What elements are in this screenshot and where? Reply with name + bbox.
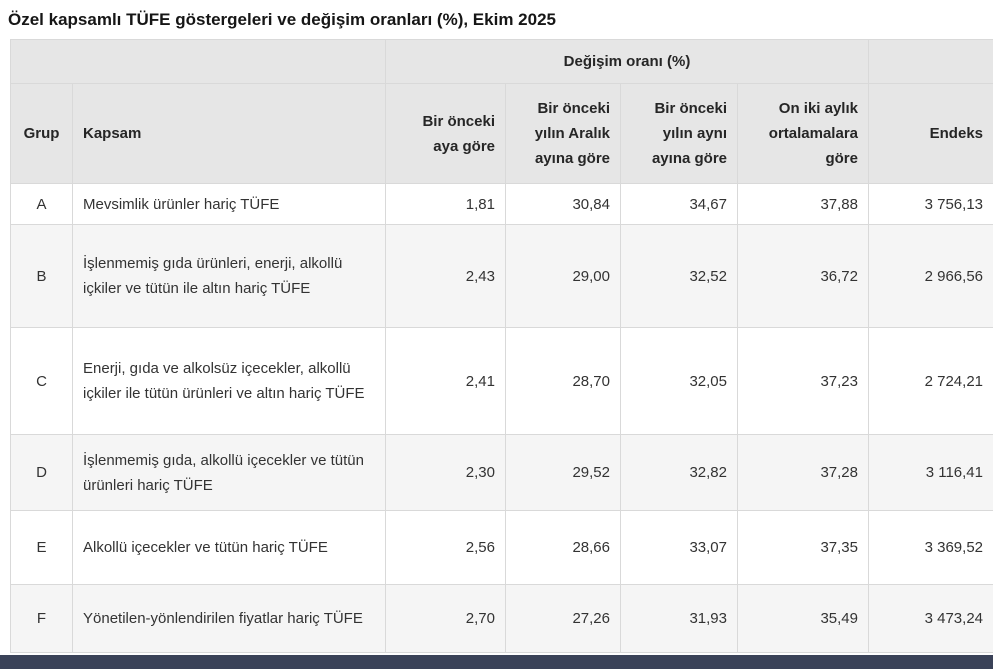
table-row-e: E Alkollü içecekler ve tütün hariç TÜFE … xyxy=(10,510,993,585)
value-cell-since-december: 28,66 xyxy=(505,510,621,585)
value-cell-same-month-prev-year: 32,52 xyxy=(620,224,738,328)
value-cell-endeks: 3 369,52 xyxy=(868,510,993,585)
table-row-f: F Yönetilen-yönlendirilen fiyatlar hariç… xyxy=(10,584,993,653)
value-cell-twelve-month-avg: 37,35 xyxy=(737,510,869,585)
value-cell-prev-month: 2,56 xyxy=(385,510,506,585)
value-cell-same-month-prev-year: 33,07 xyxy=(620,510,738,585)
value-cell-prev-month: 2,43 xyxy=(385,224,506,328)
group-header-empty-left xyxy=(10,39,386,84)
value-cell-twelve-month-avg: 37,88 xyxy=(737,183,869,225)
table-row-c: C Enerji, gıda ve alkolsüz içecekler, al… xyxy=(10,327,993,435)
grup-cell: E xyxy=(10,510,73,585)
value-cell-prev-month: 2,41 xyxy=(385,327,506,435)
value-cell-twelve-month-avg: 36,72 xyxy=(737,224,869,328)
kapsam-cell: Alkollü içecekler ve tütün hariç TÜFE xyxy=(72,510,386,585)
column-header-row: Grup Kapsam Bir önceki aya göre Bir önce… xyxy=(10,83,993,184)
value-cell-endeks: 2 966,56 xyxy=(868,224,993,328)
value-cell-same-month-prev-year: 32,05 xyxy=(620,327,738,435)
table-row-d: D İşlenmemiş gıda, alkollü içecekler ve … xyxy=(10,434,993,511)
value-cell-prev-month: 2,30 xyxy=(385,434,506,511)
kapsam-cell: Yönetilen-yönlendirilen fiyatlar hariç T… xyxy=(72,584,386,653)
value-cell-since-december: 29,00 xyxy=(505,224,621,328)
col-header-prev-month: Bir önceki aya göre xyxy=(385,83,506,184)
col-header-since-december: Bir önceki yılın Aralık ayına göre xyxy=(505,83,621,184)
value-cell-endeks: 3 473,24 xyxy=(868,584,993,653)
col-header-twelve-month-avg: On iki aylık ortalamalara göre xyxy=(737,83,869,184)
value-cell-twelve-month-avg: 37,28 xyxy=(737,434,869,511)
kapsam-cell: Enerji, gıda ve alkolsüz içecekler, alko… xyxy=(72,327,386,435)
table-body: A Mevsimlik ürünler hariç TÜFE 1,81 30,8… xyxy=(10,183,993,653)
group-header-row: Değişim oranı (%) xyxy=(10,39,993,84)
grup-cell: B xyxy=(10,224,73,328)
value-cell-prev-month: 2,70 xyxy=(385,584,506,653)
value-cell-twelve-month-avg: 37,23 xyxy=(737,327,869,435)
bottom-partial-bar xyxy=(0,655,993,669)
col-header-grup: Grup xyxy=(10,83,73,184)
grup-cell: A xyxy=(10,183,73,225)
value-cell-same-month-prev-year: 31,93 xyxy=(620,584,738,653)
table-row-b: B İşlenmemiş gıda ürünleri, enerji, alko… xyxy=(10,224,993,328)
cpi-indicators-table: Değişim oranı (%) Grup Kapsam Bir önceki… xyxy=(10,39,993,653)
kapsam-cell: İşlenmemiş gıda, alkollü içecekler ve tü… xyxy=(72,434,386,511)
value-cell-same-month-prev-year: 32,82 xyxy=(620,434,738,511)
value-cell-since-december: 30,84 xyxy=(505,183,621,225)
table-header: Değişim oranı (%) Grup Kapsam Bir önceki… xyxy=(10,39,993,184)
table-row-a: A Mevsimlik ürünler hariç TÜFE 1,81 30,8… xyxy=(10,183,993,225)
col-header-endeks: Endeks xyxy=(868,83,993,184)
grup-cell: F xyxy=(10,584,73,653)
col-header-kapsam: Kapsam xyxy=(72,83,386,184)
value-cell-twelve-month-avg: 35,49 xyxy=(737,584,869,653)
grup-cell: D xyxy=(10,434,73,511)
kapsam-cell: İşlenmemiş gıda ürünleri, enerji, alkoll… xyxy=(72,224,386,328)
col-header-same-month-prev-year: Bir önceki yılın aynı ayına göre xyxy=(620,83,738,184)
page-title: Özel kapsamlı TÜFE göstergeleri ve değiş… xyxy=(8,10,556,29)
value-cell-since-december: 29,52 xyxy=(505,434,621,511)
value-cell-endeks: 3 756,13 xyxy=(868,183,993,225)
value-cell-since-december: 28,70 xyxy=(505,327,621,435)
grup-cell: C xyxy=(10,327,73,435)
group-header-empty-right xyxy=(868,39,993,84)
value-cell-since-december: 27,26 xyxy=(505,584,621,653)
value-cell-same-month-prev-year: 34,67 xyxy=(620,183,738,225)
group-header-degisim-orani: Değişim oranı (%) xyxy=(385,39,869,84)
kapsam-cell: Mevsimlik ürünler hariç TÜFE xyxy=(72,183,386,225)
value-cell-endeks: 2 724,21 xyxy=(868,327,993,435)
value-cell-endeks: 3 116,41 xyxy=(868,434,993,511)
value-cell-prev-month: 1,81 xyxy=(385,183,506,225)
